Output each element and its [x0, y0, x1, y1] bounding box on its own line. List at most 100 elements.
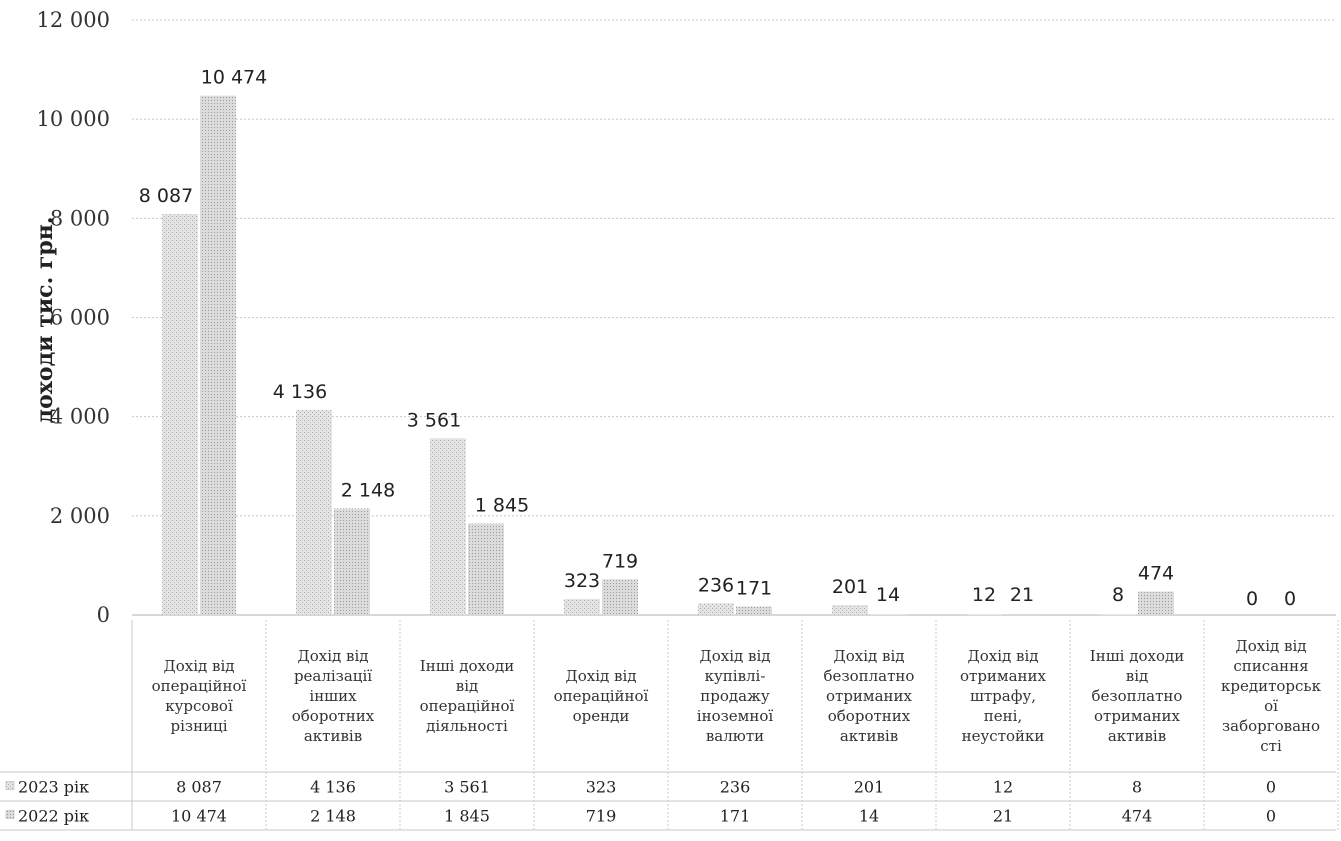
category-label: Дохід від реалізації інших оборотних активів — [292, 647, 375, 745]
table-cell: 719 — [586, 807, 617, 826]
bar-2023 — [296, 409, 332, 615]
data-label: 10 474 — [201, 67, 267, 89]
category-label-line: неустойки — [962, 727, 1045, 745]
category-label-line: штрафу, — [970, 687, 1036, 705]
category-label: Дохід від списання кредиторськ ої заборгован… — [1221, 637, 1322, 755]
table-cell: 8 — [1132, 778, 1142, 797]
table-cell: 0 — [1266, 778, 1276, 797]
data-label: 719 — [602, 550, 638, 572]
category-label-line: Дохід від — [700, 647, 771, 665]
data-label: 8 087 — [139, 185, 193, 207]
bar-2022 — [334, 508, 370, 615]
bar-2023 — [698, 603, 734, 615]
data-label: 14 — [876, 584, 900, 606]
table-cell: 21 — [993, 807, 1013, 826]
y-tick-label: 0 — [97, 603, 110, 627]
bar-2022 — [602, 579, 638, 615]
y-tick-label: 2 000 — [50, 504, 110, 528]
data-label: 3 561 — [407, 409, 461, 431]
category-label: Дохід від операційної оренди — [554, 667, 649, 725]
category-label-line: безоплатно — [824, 667, 915, 685]
table-cell: 236 — [720, 778, 751, 797]
bar-2023 — [966, 614, 1002, 615]
category-label-line: Дохід від — [298, 647, 369, 665]
category-label-line: Інші доходи — [420, 657, 514, 675]
table-cell: 1 845 — [444, 807, 490, 826]
table-cell: 8 087 — [176, 778, 222, 797]
y-axis: 0 2 000 4 000 6 000 8 000 10 000 12 000 — [37, 8, 110, 627]
legend-swatch — [5, 781, 15, 790]
category-label-line: кредиторськ — [1221, 677, 1322, 695]
category-label-line: операційної — [152, 677, 247, 695]
category-label-line: активів — [1108, 727, 1166, 745]
category-label-line: пені, — [984, 707, 1022, 725]
category-label: Інші доходи від операційної діяльності — [420, 657, 515, 735]
category-label-line: сті — [1260, 737, 1282, 755]
data-label: 201 — [832, 576, 868, 598]
legend-swatch — [5, 810, 15, 819]
category-label-line: отриманих — [1094, 707, 1181, 725]
category-label-line: курсової — [165, 697, 233, 715]
category-label-line: продажу — [700, 687, 770, 705]
category-label-line: списання — [1233, 657, 1308, 675]
category-label-line: активів — [840, 727, 898, 745]
data-label: 171 — [736, 578, 772, 600]
category-label-line: оренди — [573, 707, 630, 725]
data-label: 12 — [972, 584, 996, 606]
data-label: 474 — [1138, 562, 1174, 584]
category-label-line: валюти — [706, 727, 764, 745]
category-label-line: операційної — [554, 687, 649, 705]
data-label: 0 — [1284, 588, 1296, 610]
data-label: 8 — [1112, 584, 1124, 606]
category-label-line: Дохід від — [566, 667, 637, 685]
bars — [162, 95, 1174, 615]
category-label-line: заборговано — [1222, 717, 1320, 735]
category-label-line: оборотних — [292, 707, 375, 725]
bar-2023 — [832, 605, 868, 615]
table-cell: 323 — [586, 778, 617, 797]
category-label-line: оборотних — [828, 707, 911, 725]
category-label: Інші доходи від безоплатно отриманих активів — [1090, 647, 1184, 745]
data-label: 323 — [564, 570, 600, 592]
category-label-line: операційної — [420, 697, 515, 715]
category-label-line: різниці — [170, 717, 227, 735]
y-tick-label: 12 000 — [37, 8, 110, 32]
category-label-line: Дохід від — [1236, 637, 1307, 655]
data-label: 1 845 — [475, 495, 529, 517]
table-cell: 2 148 — [310, 807, 356, 826]
bar-2022 — [736, 606, 772, 615]
table-cell: 0 — [1266, 807, 1276, 826]
table-cell: 12 — [993, 778, 1013, 797]
bar-2022 — [1004, 613, 1040, 615]
y-tick-label: 6 000 — [50, 306, 110, 330]
legend-label: 2023 рік — [18, 778, 89, 797]
y-tick-label: 4 000 — [50, 405, 110, 429]
data-label: 4 136 — [273, 381, 327, 403]
bar-2022 — [200, 95, 236, 615]
bar-2023 — [564, 598, 600, 615]
data-label: 0 — [1246, 588, 1258, 610]
bar-2022 — [870, 614, 906, 615]
category-label-line: реалізації — [294, 667, 372, 685]
category-label-line: Дохід від — [968, 647, 1039, 665]
category-label-line: від — [456, 677, 478, 695]
table-cell: 10 474 — [171, 807, 227, 826]
category-label-line: отриманих — [960, 667, 1047, 685]
category-label-line: ої — [1264, 697, 1278, 715]
legend-label: 2022 рік — [18, 807, 89, 826]
bar-2023 — [430, 438, 466, 615]
category-label: Дохід від отриманих штрафу, пені, неустойки — [960, 647, 1047, 745]
table-cell: 201 — [854, 778, 885, 797]
y-tick-label: 8 000 — [50, 206, 110, 230]
data-label: 2 148 — [341, 479, 395, 501]
table-cell: 171 — [720, 807, 751, 826]
category-label-line: безоплатно — [1092, 687, 1183, 705]
category-label-line: Дохід від — [164, 657, 235, 675]
category-label-line: іноземної — [697, 707, 774, 725]
table-cell: 14 — [859, 807, 879, 826]
table-cell: 3 561 — [444, 778, 490, 797]
bar-2022 — [468, 523, 504, 615]
y-axis-title: доходи тис. грн. — [32, 216, 58, 423]
